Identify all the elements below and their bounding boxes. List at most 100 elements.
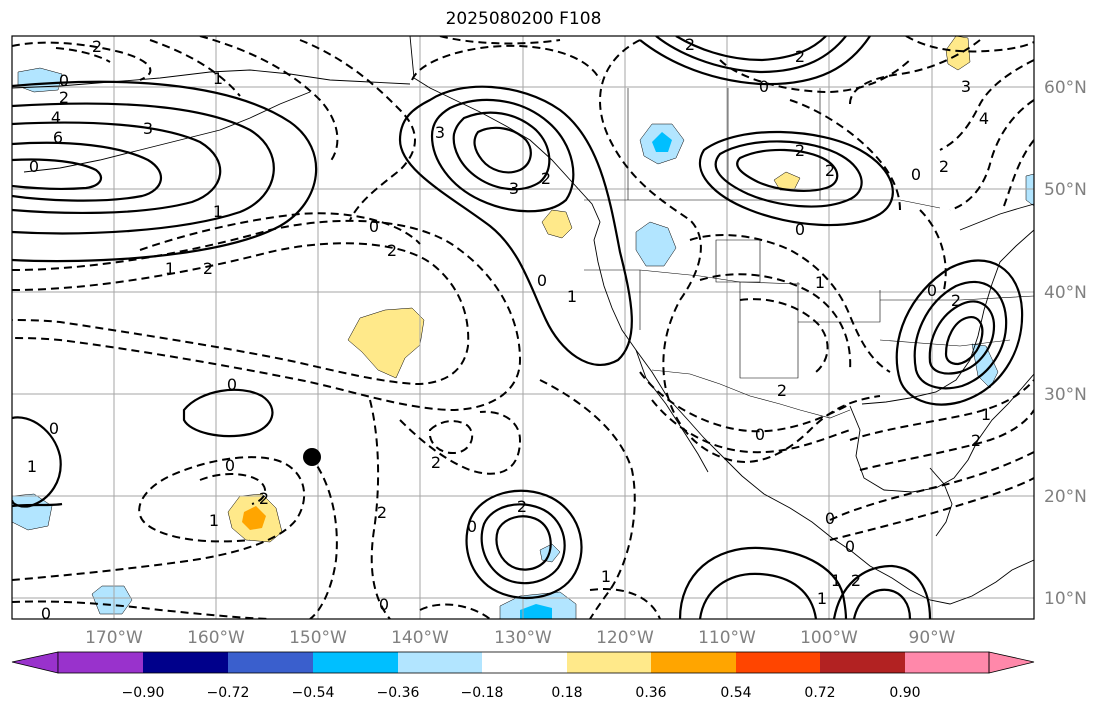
colorbar-segment [820, 652, 906, 673]
contour-label: 2 [951, 291, 961, 310]
colorbar: −0.90 −0.72 −0.54 −0.36 −0.18 0.18 0.36 … [11, 651, 1035, 701]
contour-label: 3 [143, 119, 153, 138]
colorbar-tick-label: −0.36 [377, 685, 420, 701]
contour-label: 1 [27, 457, 37, 476]
colorbar-tick-label: 0.90 [889, 685, 920, 701]
contour-label: 2 [517, 497, 527, 516]
contour-label: 2 [939, 157, 949, 176]
contour-label: 1 [213, 202, 223, 221]
lon-label: 90°W [909, 628, 956, 648]
contour-label: 0 [845, 537, 855, 556]
contour-label: 2 [92, 37, 102, 56]
contour-label: 4 [979, 109, 989, 128]
colorbar-segment [228, 652, 314, 673]
contour-label: 2 [59, 88, 69, 107]
colorbar-tick-label: 0.18 [551, 685, 582, 701]
contour-label: 3 [961, 77, 971, 96]
colorbar-tick-label: −0.54 [292, 685, 335, 701]
colorbar-outline [57, 651, 990, 674]
contour-label-group: 2 1 0 2 4 6 3 1 1 2 0 2 0 0 1 2 3 3 2 0 … [27, 35, 991, 623]
contour-label: 0 [225, 456, 235, 475]
lat-label: 40°N [1044, 283, 1087, 303]
contour-label: 0 [369, 217, 379, 236]
contour-label: 1 [981, 405, 991, 424]
map-frame [11, 35, 1035, 620]
colorbar-segment [736, 652, 822, 673]
colorbar-tick-label: −0.72 [207, 685, 250, 701]
colorbar-tick-label: 0.36 [635, 685, 666, 701]
colorbar-tick-label: 0.72 [804, 685, 835, 701]
colorbar-tick-label: −0.90 [122, 685, 165, 701]
map-title: 2025080200 F108 [445, 9, 602, 29]
contour-label: 1 [165, 259, 175, 278]
contour-label: 1 [601, 567, 611, 586]
negative-anomaly-patch [971, 343, 999, 389]
colorbar-tick-label: −0.18 [461, 685, 504, 701]
longitude-labels: 170°W 160°W 150°W 140°W 130°W 120°W 110°… [85, 628, 956, 648]
contour-label: 2 [777, 381, 787, 400]
contour-label: 0 [911, 165, 921, 184]
shaded-anomalies [12, 36, 1034, 619]
contour-label: 2 [377, 503, 387, 522]
colorbar-segment [651, 652, 737, 673]
lat-label: 30°N [1044, 385, 1087, 405]
colorbar-max-extend [988, 651, 1035, 674]
contour-label: 2 [825, 161, 835, 180]
negative-contours [12, 36, 1034, 619]
lon-label: 100°W [800, 628, 858, 648]
negative-anomaly-patch [91, 585, 133, 615]
contour-label: 0 [227, 375, 237, 394]
contour-label: 0 [795, 220, 805, 239]
contour-label: 2 [851, 571, 861, 590]
strong-positive-anomaly-patch [242, 506, 266, 530]
contour-label: 2 [431, 453, 441, 472]
contour-label: 2 [203, 259, 213, 278]
colorbar-segment [482, 652, 568, 673]
lon-label: 140°W [391, 628, 449, 648]
contour-label: 6 [53, 128, 63, 147]
contour-label: 0 [537, 271, 547, 290]
contour-label: 0 [755, 425, 765, 444]
lat-label: 20°N [1044, 487, 1087, 507]
strong-negative-anomaly-patch [520, 604, 552, 619]
contour-label: 1 [209, 511, 219, 530]
contour-label: 2 [971, 431, 981, 450]
colorbar-segment [567, 652, 653, 673]
lon-label: 130°W [494, 628, 552, 648]
contour-label: 2 [387, 241, 397, 260]
colorbar-min-extend [11, 651, 59, 674]
positive-contours [12, 36, 1024, 619]
contour-label: 0 [759, 77, 769, 96]
contour-label: 0 [29, 157, 39, 176]
contour-label: 2 [795, 141, 805, 160]
contour-label: 2 [795, 47, 805, 66]
negative-anomaly-patch [12, 493, 53, 531]
contour-label: 0 [467, 517, 477, 536]
contour-label: 0 [49, 419, 59, 438]
lat-label: 50°N [1044, 180, 1087, 200]
positive-anomaly-patch [541, 209, 573, 239]
lon-label: 170°W [85, 628, 143, 648]
contour-label: 1 [831, 571, 841, 590]
contour-label: 2 [685, 35, 695, 54]
lat-label: 60°N [1044, 78, 1087, 98]
lon-label: 110°W [698, 628, 756, 648]
contour-label: 1 [213, 69, 223, 88]
contour-label: 3 [435, 123, 445, 142]
positive-anomaly-patch [945, 36, 971, 71]
contour-label: 0 [59, 71, 69, 90]
contour-label: 0 [41, 604, 51, 623]
colorbar-segment [905, 652, 989, 673]
contour-label: 4 [51, 108, 61, 127]
negative-anomaly-patch [635, 221, 677, 267]
contour-label: 1 [817, 589, 827, 608]
contour-label: 0 [927, 281, 937, 300]
colorbar-tick-label: 0.54 [720, 685, 751, 701]
lon-label: 120°W [596, 628, 654, 648]
contour-label: 1 [815, 273, 825, 292]
contour-label: 3 [509, 179, 519, 198]
contour-label: 2 [541, 169, 551, 188]
location-marker [303, 448, 321, 466]
strong-negative-anomaly-patch [652, 132, 672, 152]
